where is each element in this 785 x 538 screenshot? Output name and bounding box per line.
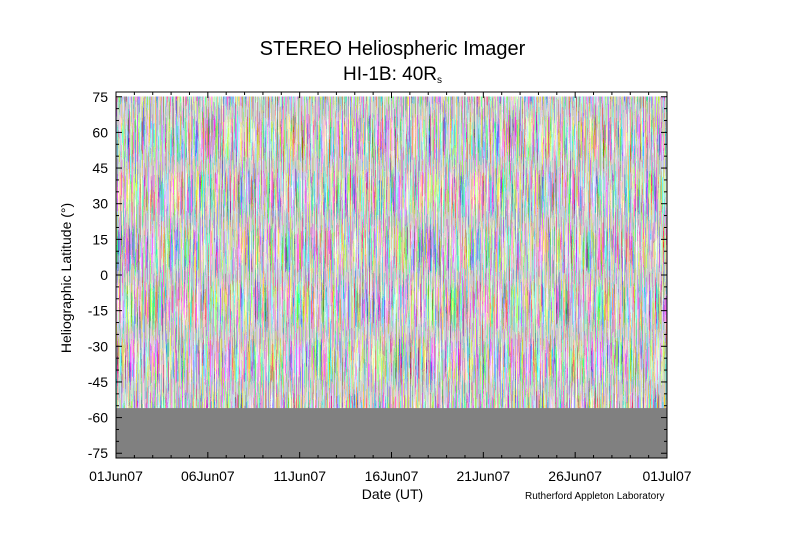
y-tick-label: -30	[88, 338, 108, 354]
x-tick-label: 06Jun07	[181, 468, 235, 484]
y-axis: 75 60 45 30 15 0 -15 -30 -45 -60 -75	[88, 89, 667, 461]
y-tick-label: -15	[88, 303, 108, 319]
y-tick-label: 75	[92, 89, 108, 105]
y-tick-label: 45	[92, 160, 108, 176]
x-axis-label: Date (UT)	[361, 486, 424, 502]
plot-area	[115, 91, 668, 459]
y-tick-label: 15	[92, 231, 108, 247]
subtitle-subscript: s	[436, 75, 442, 86]
subtitle-main: HI-1B: 40R	[343, 64, 437, 85]
y-tick-label: 0	[100, 267, 108, 283]
no-data-region	[116, 408, 667, 458]
y-tick-label: -60	[88, 410, 108, 426]
y-tick-label: -75	[88, 445, 108, 461]
y-tick-label: 30	[92, 196, 108, 212]
x-tick-label: 01Jul07	[642, 468, 691, 484]
chart-subtitle: HI-1B: 40Rs	[0, 64, 785, 86]
x-tick-label: 26Jun07	[548, 468, 602, 484]
x-tick-label: 11Jun07	[273, 468, 326, 484]
x-axis: 01Jun07 06Jun07 11Jun07 16Jun07 21Jun07 26Jun…	[89, 92, 692, 484]
x-tick-label: 01Jun07	[89, 468, 143, 484]
y-tick-label: -45	[88, 374, 108, 390]
y-tick-label: 60	[92, 124, 108, 140]
heatmap-image	[116, 96, 667, 409]
x-tick-label: 21Jun07	[456, 468, 510, 484]
y-axis-label: Heliographic Latitude (°)	[58, 202, 74, 354]
x-tick-label: 16Jun07	[365, 468, 419, 484]
credit-text: Rutherford Appleton Laboratory	[525, 491, 665, 502]
chart-title: STEREO Heliospheric Imager	[259, 38, 526, 60]
